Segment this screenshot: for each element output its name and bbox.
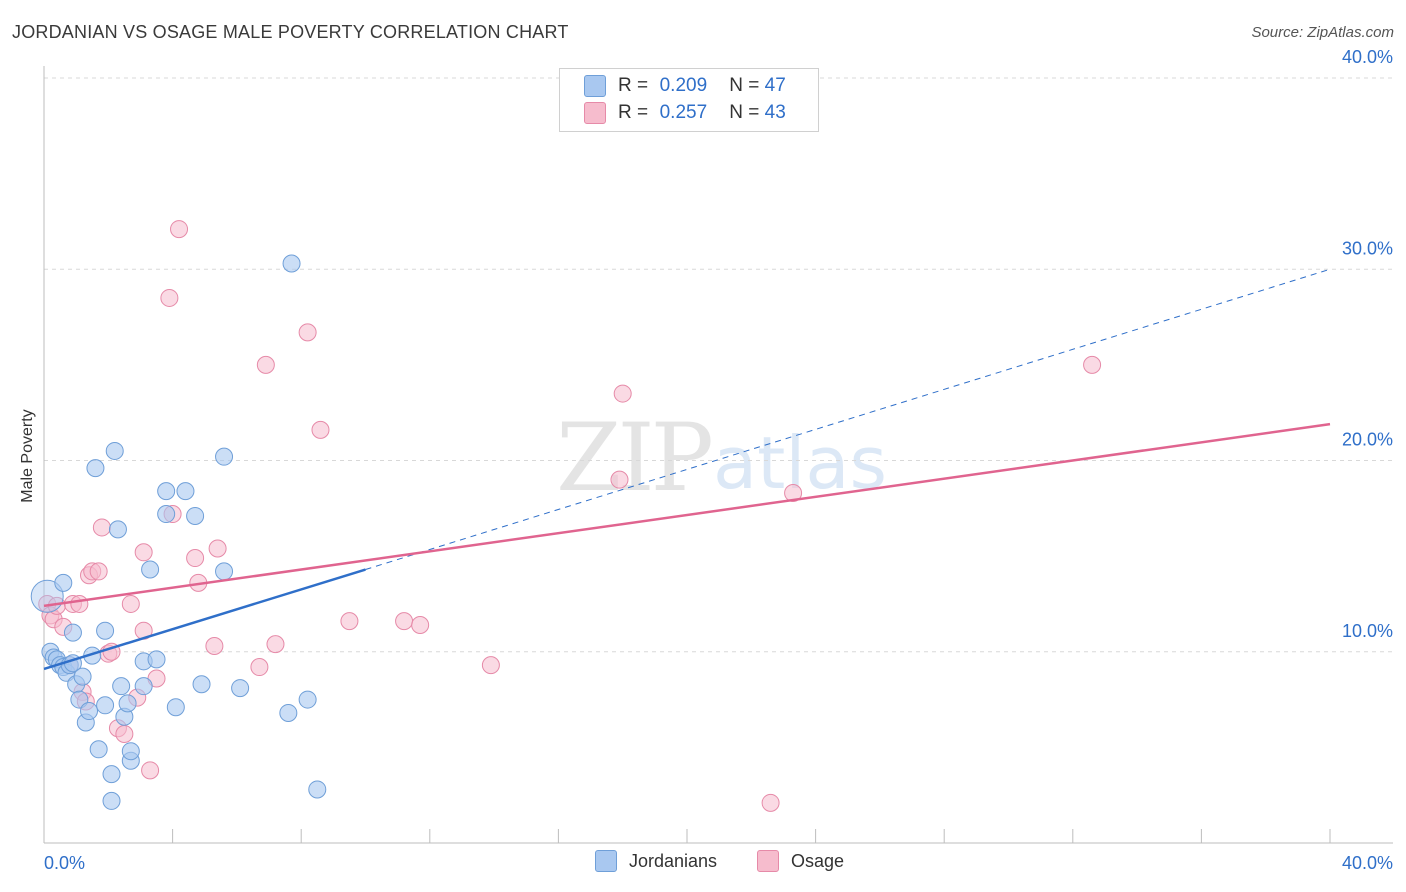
osage-point xyxy=(121,594,140,613)
legend-n-value-jordanians: 47 xyxy=(764,75,786,96)
source-label: Source: ZipAtlas.com xyxy=(1251,24,1394,41)
axes xyxy=(43,66,1393,844)
jordanian-point xyxy=(147,650,166,669)
legend-row-osage: R = 0.257 N = 43 xyxy=(584,100,786,126)
osage-point xyxy=(395,612,414,631)
osage-point xyxy=(298,323,317,342)
jordanian-point xyxy=(96,621,115,640)
jordanian-point xyxy=(231,679,250,698)
jordanian-point xyxy=(282,254,301,273)
jordanian-point xyxy=(157,505,176,524)
jordanian-point xyxy=(86,459,105,478)
osage-point xyxy=(205,637,224,656)
series-swatch-jordanians xyxy=(595,850,617,872)
jordanian-point xyxy=(108,520,127,539)
jordanian-point xyxy=(54,573,73,592)
osage-point xyxy=(170,220,189,239)
osage-point xyxy=(613,384,632,403)
osage-point xyxy=(256,355,275,374)
osage-point xyxy=(784,484,803,503)
x-tick-label-right: 40.0% xyxy=(1342,853,1393,873)
jordanian-point xyxy=(157,482,176,501)
osage-point xyxy=(610,470,629,489)
legend-n-label: N = xyxy=(729,102,760,123)
legend-swatch-jordanians xyxy=(584,75,606,97)
osage-point xyxy=(186,549,205,568)
legend-r-label: R = xyxy=(618,75,649,96)
osage-point xyxy=(250,658,269,677)
legend-row-jordanians: R = 0.209 N = 47 xyxy=(584,73,786,99)
jordanian-point xyxy=(134,677,153,696)
legend-n-label: N = xyxy=(729,75,760,96)
legend-r-value-osage: 0.257 xyxy=(659,102,708,123)
osage-trend-line xyxy=(43,422,1331,608)
correlation-legend: R = 0.209 N = 47 R = 0.257 N = 43 xyxy=(559,68,819,132)
y-tick-label-10: 10.0% xyxy=(1342,621,1393,641)
osage-point xyxy=(1083,355,1102,374)
jordanian-point xyxy=(96,696,115,715)
osage-point xyxy=(141,761,160,780)
jordanian-point xyxy=(279,703,298,722)
jordanian-point xyxy=(121,742,140,761)
series-legend-jordanians: Jordanians xyxy=(595,850,717,872)
jordanian-point xyxy=(308,780,327,799)
jordanian-point xyxy=(105,441,124,460)
x-tick-labels: 0.0% 40.0% xyxy=(44,853,1393,873)
jordanian-point xyxy=(141,560,160,579)
y-tick-label-40: 40.0% xyxy=(1342,47,1393,67)
watermark-zip: ZIP xyxy=(556,404,710,513)
osage-point xyxy=(92,518,111,537)
series-legend: Jordanians Osage xyxy=(0,850,1406,878)
y-tick-label-30: 30.0% xyxy=(1342,238,1393,258)
osage-point xyxy=(160,288,179,307)
osage-point xyxy=(761,793,780,812)
osage-point xyxy=(340,612,359,631)
jordanian-point xyxy=(112,677,131,696)
jordanian-point xyxy=(118,694,137,713)
jordanian-points xyxy=(30,254,327,810)
jordanian-point xyxy=(186,506,205,525)
jordanian-trend-line xyxy=(43,568,366,671)
series-legend-osage: Osage xyxy=(757,850,844,872)
jordanian-point xyxy=(89,740,108,759)
legend-r-label: R = xyxy=(618,102,649,123)
osage-point xyxy=(311,420,330,439)
osage-point xyxy=(411,615,430,634)
jordanian-point xyxy=(102,791,121,810)
osage-point xyxy=(266,635,285,654)
osage-point xyxy=(115,724,134,743)
legend-swatch-osage xyxy=(584,102,606,124)
legend-r-value-jordanians: 0.209 xyxy=(659,75,708,96)
series-swatch-osage xyxy=(757,850,779,872)
trend-lines xyxy=(43,268,1331,671)
osage-point xyxy=(481,656,500,675)
jordanian-point xyxy=(166,698,185,717)
jordanian-point xyxy=(215,447,234,466)
osage-point xyxy=(134,543,153,562)
jordanian-point xyxy=(70,690,89,709)
grid-lines xyxy=(44,77,1393,653)
x-tick-label-left: 0.0% xyxy=(44,853,85,873)
osage-point xyxy=(89,562,108,581)
jordanian-trend-extension xyxy=(365,268,1331,570)
watermark: ZIP atlas xyxy=(556,404,887,513)
chart-title: JORDANIAN VS OSAGE MALE POVERTY CORRELAT… xyxy=(12,22,569,42)
jordanian-point xyxy=(73,667,92,686)
jordanian-point xyxy=(102,765,121,784)
legend-n-value-osage: 43 xyxy=(764,102,786,123)
jordanian-point xyxy=(192,675,211,694)
jordanian-point xyxy=(63,623,82,642)
y-tick-label-20: 20.0% xyxy=(1342,430,1393,450)
osage-point xyxy=(70,594,89,613)
jordanian-point xyxy=(215,562,234,581)
osage-point xyxy=(208,539,227,558)
jordanian-point xyxy=(298,690,317,709)
series-label-osage: Osage xyxy=(791,850,845,871)
y-tick-labels: 10.0% 20.0% 30.0% 40.0% xyxy=(1342,47,1393,641)
jordanian-point xyxy=(176,482,195,501)
series-label-jordanians: Jordanians xyxy=(629,850,718,871)
jordanian-point xyxy=(80,702,99,721)
